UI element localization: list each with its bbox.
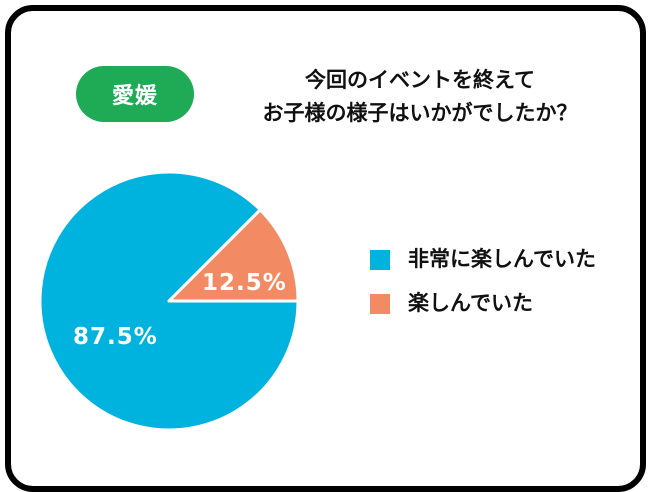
- legend-item-enjoyed-a-lot: 非常に楽しんでいた: [370, 247, 610, 276]
- chart-title-line-2: お子様の様子はいかがでしたか？: [262, 101, 578, 125]
- legend-label-enjoyed-a-lot: 非常に楽しんでいた: [408, 247, 596, 271]
- legend-item-enjoyed: 楽しんでいた: [370, 291, 610, 320]
- chart-title: 今回のイベントを終えて お子様の様子はいかがでしたか？: [200, 64, 640, 130]
- pie-label-enjoyed: 12.5%: [202, 270, 287, 296]
- chart-title-line-1: 今回のイベントを終えて: [305, 68, 535, 92]
- legend-swatch-enjoyed: [370, 294, 390, 314]
- legend-swatch-enjoyed-a-lot: [370, 250, 390, 270]
- legend: 非常に楽しんでいた 楽しんでいた: [370, 247, 610, 336]
- legend-label-enjoyed: 楽しんでいた: [408, 291, 533, 315]
- pie-slice-enjoyed: [167, 208, 300, 303]
- pie-label-enjoyed-a-lot: 87.5%: [73, 324, 158, 350]
- region-badge: 愛媛: [76, 66, 194, 122]
